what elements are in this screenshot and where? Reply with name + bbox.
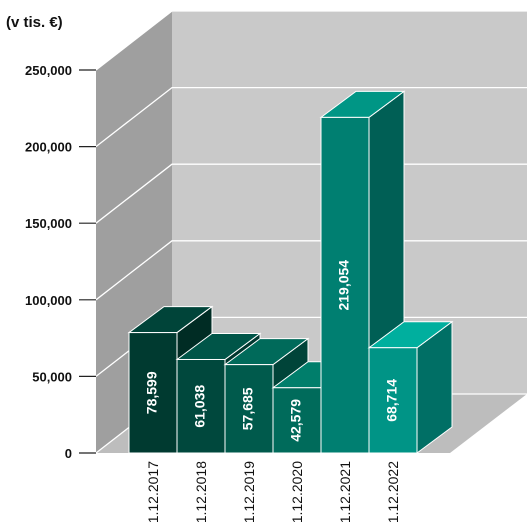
x-tick-label: 31.12.2021 (337, 461, 353, 522)
bar-value-label: 61,038 (192, 385, 208, 428)
gridline (95, 86, 527, 148)
bars: 78,599 61,038 57,685 42,579 219,054 68,714 (127, 90, 454, 454)
bar-front (368, 347, 418, 454)
y-tick-label: 150,000 (25, 216, 72, 231)
x-tick-label: 31.12.2020 (289, 461, 305, 522)
x-tick-label: 31.12.2019 (241, 461, 257, 522)
bar-value-label: 78,599 (144, 371, 160, 414)
y-axis-unit-label: (v tis. €) (6, 14, 63, 31)
x-tick-label: 31.12.2018 (193, 461, 209, 522)
bar-value-label: 57,685 (240, 387, 256, 430)
bar: 68,714 (367, 320, 454, 454)
gridline (95, 240, 527, 301)
x-tick-label: 31.12.2017 (145, 461, 161, 522)
y-tick-label: 50,000 (32, 369, 72, 384)
bar-front (128, 332, 178, 454)
bar-value-label: 219,054 (336, 260, 352, 311)
bar-value-label: 42,579 (288, 399, 304, 442)
x-axis-labels: 31.12.2017 31.12.2018 31.12.2019 31.12.2020… (145, 461, 401, 522)
bar-value-label: 68,714 (384, 379, 400, 422)
bar-front (320, 116, 370, 454)
y-tick-label: 0 (65, 446, 72, 461)
x-tick-label: 31.12.2022 (385, 461, 401, 522)
y-tick-label: 250,000 (25, 63, 72, 78)
y-tick-label: 200,000 (25, 140, 72, 155)
gridline (95, 163, 527, 224)
y-tick-label: 100,000 (25, 293, 72, 308)
y-axis: 0 50,000 100,000 150,000 200,000 250,000 (25, 63, 96, 461)
gridline (95, 10, 527, 71)
